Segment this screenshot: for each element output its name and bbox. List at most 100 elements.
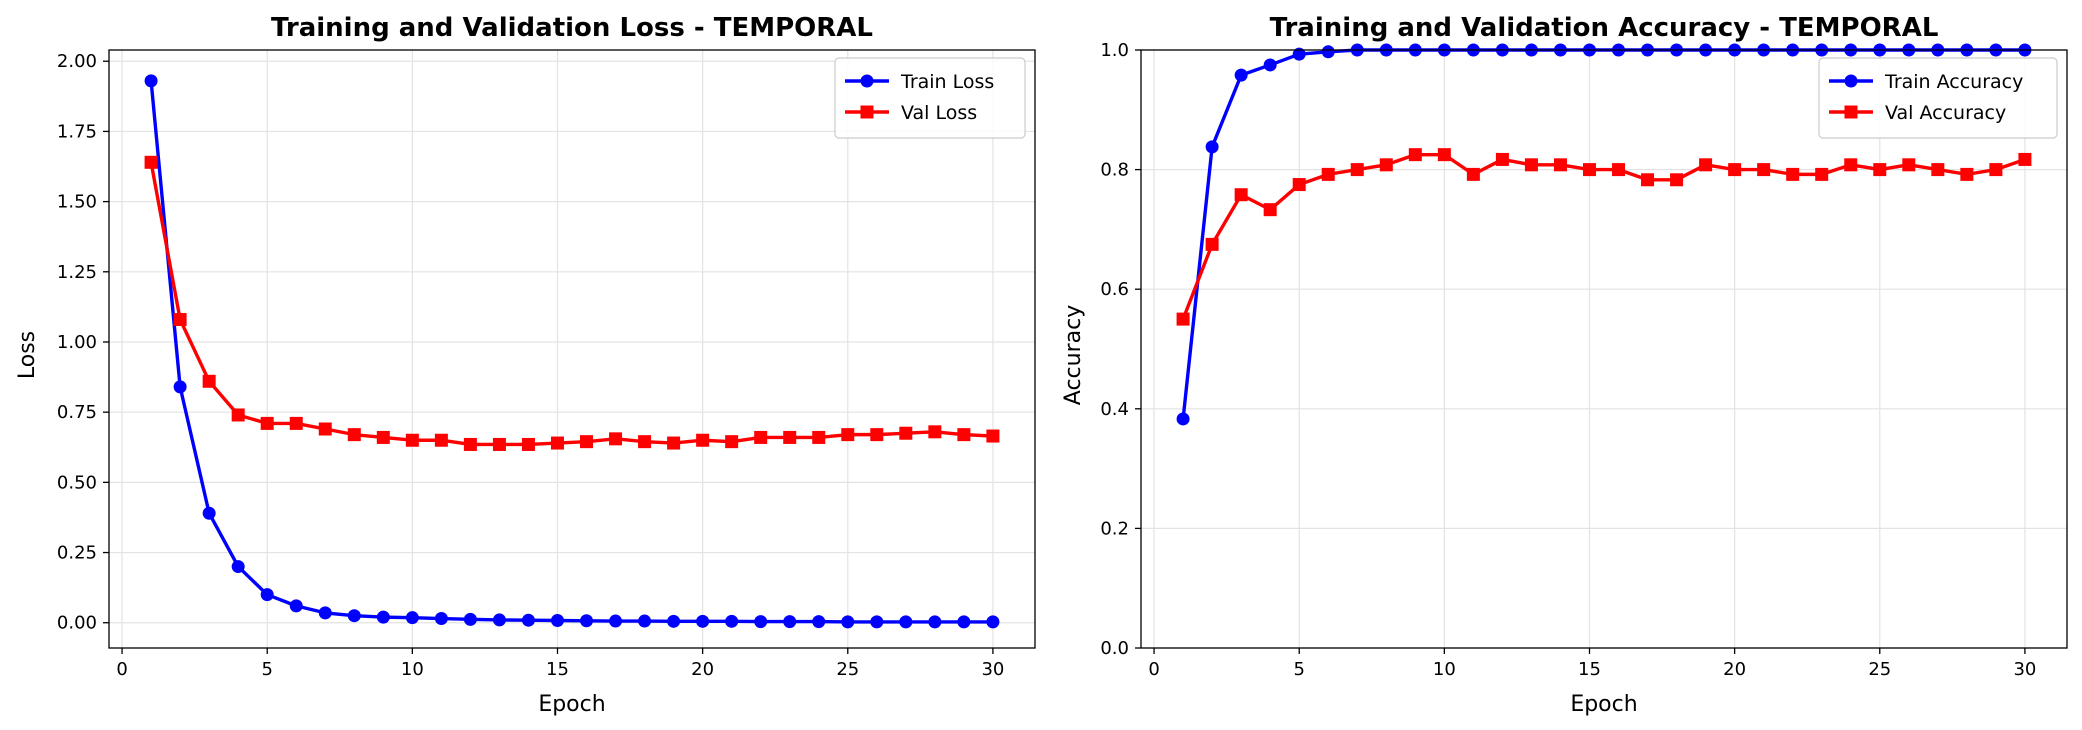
accuracy-point — [1408, 148, 1422, 162]
loss-point — [580, 435, 594, 449]
accuracy-legend-swatch-marker — [1844, 105, 1858, 119]
loss-point — [957, 428, 971, 442]
loss-point — [638, 614, 652, 628]
loss-point — [260, 416, 274, 430]
loss-series-line — [149, 80, 993, 624]
accuracy-legend-label: Val Accuracy — [1885, 102, 2006, 124]
loss-xtick-label: 30 — [981, 659, 1004, 680]
loss-series-0 — [144, 74, 1000, 629]
loss-xtick-label: 20 — [691, 659, 714, 680]
accuracy-legend-item: Train Accuracy — [1829, 71, 2023, 93]
loss-point — [986, 429, 1000, 443]
loss-axes-frame — [108, 49, 1036, 649]
accuracy-xtick-label: 25 — [1868, 659, 1891, 680]
loss-point — [173, 380, 187, 394]
loss-series-1 — [144, 155, 1000, 451]
accuracy-axes-frame — [1140, 49, 2068, 649]
loss-legend-swatch-marker — [860, 105, 874, 119]
accuracy-chart-xlabel: Epoch — [1570, 692, 1637, 717]
loss-point — [667, 436, 681, 450]
loss-point — [318, 422, 332, 436]
accuracy-point — [1292, 178, 1306, 192]
loss-series-line — [149, 161, 993, 447]
accuracy-ytick-label: 0.8 — [1100, 160, 1129, 181]
loss-ytick-label: 0.75 — [57, 402, 97, 423]
loss-point — [347, 609, 361, 623]
loss-point — [580, 614, 594, 628]
loss-point — [463, 612, 477, 626]
loss-point — [202, 506, 216, 520]
loss-chart: Training and Validation Loss - TEMPORAL … — [15, 13, 1036, 717]
loss-grid — [109, 50, 1035, 648]
accuracy-point — [1292, 47, 1306, 61]
accuracy-series-1 — [1176, 148, 2032, 326]
loss-point — [405, 611, 419, 625]
accuracy-chart-ylabel: Accuracy — [1061, 305, 1086, 405]
accuracy-point — [1553, 158, 1567, 172]
loss-point — [492, 613, 506, 627]
accuracy-legend-box — [1818, 57, 2058, 139]
accuracy-point — [1757, 163, 1771, 177]
accuracy-point — [1205, 140, 1219, 154]
accuracy-xtick-label: 10 — [1433, 659, 1456, 680]
accuracy-point — [1582, 163, 1596, 177]
accuracy-point — [1205, 237, 1219, 251]
accuracy-chart: Training and Validation Accuracy - TEMPO… — [1061, 13, 2068, 717]
accuracy-xtick-label: 30 — [2013, 659, 2036, 680]
loss-point — [609, 432, 623, 446]
accuracy-legend-item: Val Accuracy — [1829, 102, 2006, 124]
loss-point — [521, 613, 535, 627]
loss-point — [696, 614, 710, 628]
accuracy-point — [1321, 167, 1335, 181]
loss-point — [812, 615, 826, 629]
loss-chart-ylabel: Loss — [15, 331, 40, 379]
loss-point — [347, 428, 361, 442]
accuracy-point — [1176, 312, 1190, 326]
accuracy-point — [1960, 167, 1974, 181]
loss-point — [260, 588, 274, 602]
accuracy-point — [1670, 173, 1684, 187]
loss-legend-item: Train Loss — [845, 71, 994, 93]
loss-legend-box — [834, 57, 1026, 139]
accuracy-point — [1321, 45, 1335, 59]
loss-xtick-label: 0 — [116, 659, 127, 680]
loss-point — [841, 428, 855, 442]
loss-point — [289, 416, 303, 430]
accuracy-ytick-label: 0.4 — [1100, 399, 1129, 420]
loss-point — [609, 614, 623, 628]
accuracy-xtick-label: 20 — [1723, 659, 1746, 680]
loss-point — [754, 430, 768, 444]
accuracy-legend: Train Accuracy Val Accuracy — [1818, 57, 2058, 139]
accuracy-point — [1437, 148, 1451, 162]
accuracy-point — [1466, 167, 1480, 181]
loss-point — [870, 428, 884, 442]
accuracy-point — [1815, 167, 1829, 181]
loss-point — [492, 437, 506, 451]
loss-point — [202, 374, 216, 388]
loss-point — [463, 437, 477, 451]
loss-chart-title: Training and Validation Loss - TEMPORAL — [271, 13, 873, 43]
accuracy-point — [1234, 68, 1248, 82]
loss-point — [550, 436, 564, 450]
loss-legend-swatch-marker — [860, 74, 874, 88]
loss-legend: Train Loss Val Loss — [834, 57, 1026, 139]
accuracy-ytick-label: 1.0 — [1100, 40, 1129, 61]
loss-point — [173, 313, 187, 327]
loss-point — [986, 615, 1000, 629]
loss-legend-item: Val Loss — [845, 102, 977, 124]
loss-point — [521, 437, 535, 451]
loss-ytick-label: 1.75 — [57, 121, 97, 142]
accuracy-point — [1786, 167, 1800, 181]
accuracy-point — [1263, 58, 1277, 72]
loss-point — [289, 599, 303, 613]
loss-xtick-label: 25 — [836, 659, 859, 680]
loss-point — [231, 560, 245, 574]
accuracy-legend-label: Train Accuracy — [1884, 71, 2023, 93]
loss-point — [434, 612, 448, 626]
loss-point — [667, 614, 681, 628]
loss-point — [231, 408, 245, 422]
accuracy-grid — [1141, 49, 2067, 649]
loss-point — [841, 615, 855, 629]
loss-point — [144, 155, 158, 169]
